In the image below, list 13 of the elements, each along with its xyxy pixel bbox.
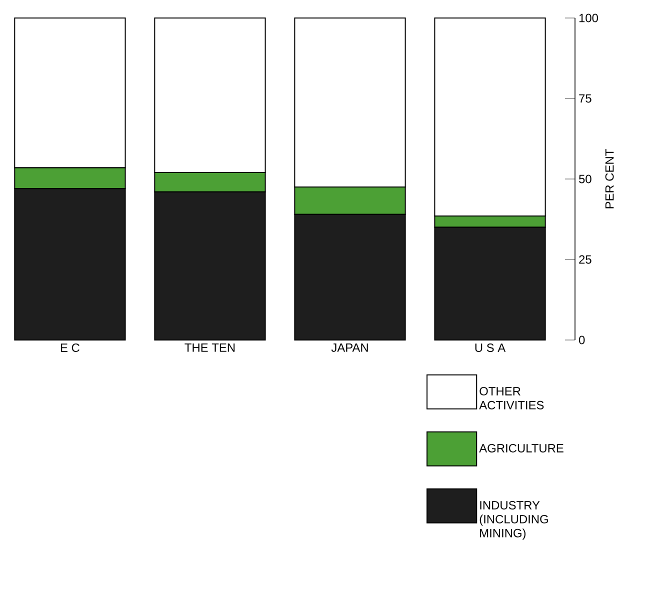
x-tick-label: U S A: [475, 344, 506, 352]
y-tick-label: 50: [579, 174, 592, 184]
y-tick-label: 25: [579, 255, 592, 264]
y-tick-label: 0: [578, 336, 585, 344]
text: AGRICULTURE: [479, 444, 564, 452]
x-tick-label: E C: [60, 344, 80, 352]
text: INDUSTRY (INCLUDING MINING): [480, 501, 548, 540]
text: OTHER ACTIVITIES: [479, 386, 544, 410]
y-tick-label: 100: [579, 14, 598, 22]
y-axis-title: PER CENT: [605, 149, 614, 208]
x-tick-label: JAPAN: [331, 344, 368, 352]
x-tick-label: THE TEN: [184, 344, 235, 352]
y-tick-label: 75: [579, 94, 592, 103]
